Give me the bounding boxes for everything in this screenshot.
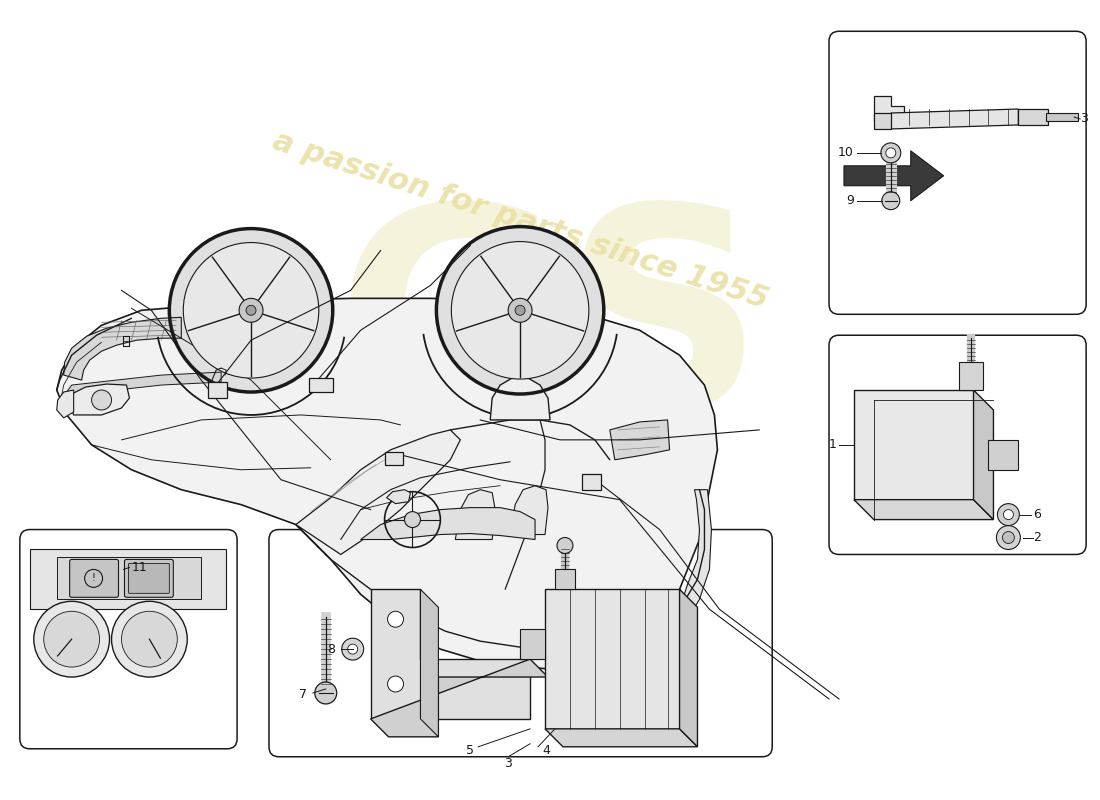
Polygon shape bbox=[680, 490, 712, 619]
Polygon shape bbox=[1019, 109, 1048, 125]
Circle shape bbox=[315, 682, 337, 704]
Circle shape bbox=[121, 611, 177, 667]
Circle shape bbox=[515, 306, 525, 315]
Text: 2: 2 bbox=[1033, 531, 1042, 544]
Polygon shape bbox=[491, 378, 550, 420]
Text: 10: 10 bbox=[838, 146, 854, 159]
Polygon shape bbox=[844, 151, 944, 201]
Circle shape bbox=[997, 526, 1021, 550]
Polygon shape bbox=[544, 729, 697, 746]
Circle shape bbox=[998, 504, 1020, 526]
Text: 9: 9 bbox=[846, 194, 854, 207]
Polygon shape bbox=[609, 420, 670, 460]
Text: 11: 11 bbox=[132, 561, 147, 574]
Polygon shape bbox=[385, 452, 403, 465]
Circle shape bbox=[184, 242, 319, 378]
Text: 3: 3 bbox=[504, 758, 513, 770]
Circle shape bbox=[1003, 510, 1013, 519]
Text: 1: 1 bbox=[829, 438, 837, 451]
Polygon shape bbox=[854, 500, 993, 519]
Circle shape bbox=[246, 306, 256, 315]
FancyBboxPatch shape bbox=[124, 559, 174, 598]
Circle shape bbox=[91, 390, 111, 410]
Circle shape bbox=[111, 602, 187, 677]
Polygon shape bbox=[854, 390, 974, 500]
Polygon shape bbox=[556, 570, 575, 590]
Polygon shape bbox=[989, 440, 1019, 470]
Circle shape bbox=[342, 638, 364, 660]
Text: 6: 6 bbox=[1033, 508, 1042, 521]
Circle shape bbox=[387, 611, 404, 627]
FancyBboxPatch shape bbox=[129, 563, 169, 594]
Polygon shape bbox=[57, 558, 201, 599]
Circle shape bbox=[405, 512, 420, 527]
Circle shape bbox=[1002, 531, 1014, 543]
Circle shape bbox=[508, 298, 532, 322]
Polygon shape bbox=[67, 372, 221, 395]
Polygon shape bbox=[309, 378, 333, 392]
Polygon shape bbox=[544, 590, 680, 729]
FancyBboxPatch shape bbox=[829, 335, 1086, 554]
Circle shape bbox=[348, 644, 358, 654]
Circle shape bbox=[387, 676, 404, 692]
Circle shape bbox=[881, 143, 901, 163]
Polygon shape bbox=[30, 550, 227, 610]
FancyBboxPatch shape bbox=[69, 559, 119, 598]
Polygon shape bbox=[958, 362, 983, 390]
Polygon shape bbox=[520, 630, 544, 659]
Polygon shape bbox=[455, 490, 495, 539]
Text: !: ! bbox=[91, 574, 96, 583]
Polygon shape bbox=[1046, 113, 1078, 121]
Polygon shape bbox=[420, 590, 439, 737]
FancyBboxPatch shape bbox=[270, 530, 772, 757]
Polygon shape bbox=[974, 390, 993, 519]
Polygon shape bbox=[361, 508, 535, 539]
Polygon shape bbox=[873, 96, 904, 121]
Text: 4: 4 bbox=[542, 744, 550, 758]
Circle shape bbox=[34, 602, 110, 677]
Polygon shape bbox=[873, 113, 891, 129]
Polygon shape bbox=[520, 639, 540, 659]
Text: 7: 7 bbox=[299, 689, 307, 702]
Polygon shape bbox=[386, 490, 410, 504]
Polygon shape bbox=[64, 318, 182, 380]
Text: 8: 8 bbox=[327, 642, 334, 656]
Polygon shape bbox=[57, 298, 717, 669]
Circle shape bbox=[437, 226, 604, 394]
Polygon shape bbox=[69, 384, 130, 415]
Polygon shape bbox=[891, 109, 1019, 129]
Polygon shape bbox=[296, 430, 460, 554]
FancyBboxPatch shape bbox=[829, 31, 1086, 314]
Polygon shape bbox=[208, 382, 227, 398]
Circle shape bbox=[557, 538, 573, 554]
Circle shape bbox=[44, 611, 100, 667]
FancyBboxPatch shape bbox=[20, 530, 238, 749]
Text: GS: GS bbox=[336, 195, 764, 466]
Circle shape bbox=[886, 148, 895, 158]
Polygon shape bbox=[371, 659, 548, 737]
Circle shape bbox=[451, 242, 588, 379]
Circle shape bbox=[169, 229, 333, 392]
Polygon shape bbox=[371, 590, 530, 719]
Polygon shape bbox=[510, 486, 548, 534]
Polygon shape bbox=[582, 474, 601, 490]
Circle shape bbox=[239, 298, 263, 322]
Text: 3: 3 bbox=[1080, 113, 1088, 126]
Text: 5: 5 bbox=[466, 744, 474, 758]
Circle shape bbox=[882, 192, 900, 210]
Polygon shape bbox=[680, 590, 697, 746]
Text: a passion for parts since 1955: a passion for parts since 1955 bbox=[268, 126, 771, 314]
Polygon shape bbox=[57, 390, 74, 418]
